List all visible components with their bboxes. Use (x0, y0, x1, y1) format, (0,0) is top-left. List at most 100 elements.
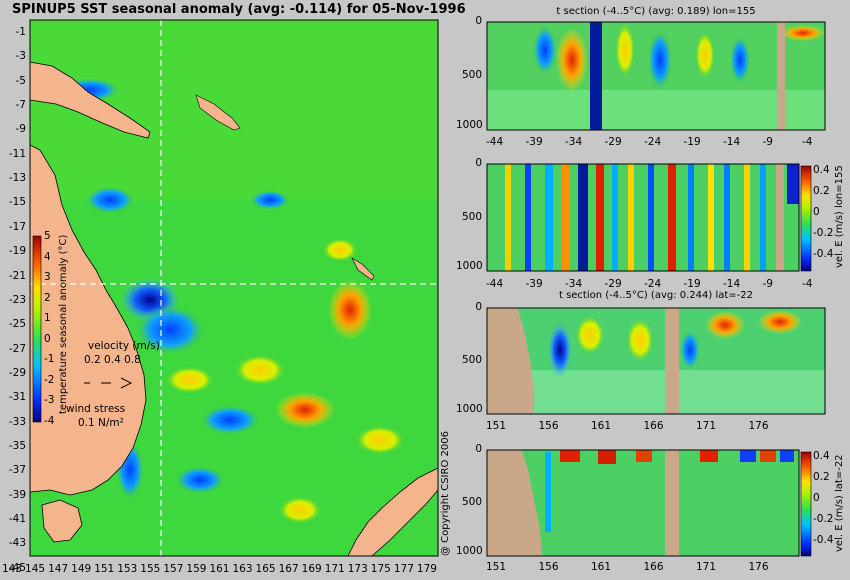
sst-colorbar-label: temperature seasonal anomaly (°C) (58, 234, 69, 414)
section-x-tick: 151 (486, 561, 507, 573)
section-x-tick: -14 (723, 278, 741, 290)
map-y-tick: -1 (15, 26, 26, 38)
wind-legend-value: 0.1 N/m² (78, 417, 124, 429)
sst-map-plot (29, 19, 439, 557)
vel-lon-colorbar-label: vel. E (m/s) lon=155 (834, 165, 845, 268)
sst-colorbar-tick: -1 (44, 353, 55, 365)
map-x-tick: 147 (48, 563, 69, 575)
figure-title: SPINUP5 SST seasonal anomaly (avg: -0.11… (12, 2, 466, 17)
section-colorbar-tick: 0.2 (813, 185, 830, 197)
map-x-tick: 169 (301, 563, 322, 575)
t-section-lon-plot (486, 21, 826, 131)
vel-lat-colorbar-label: vel. E (m/s) lat=-22 (834, 454, 845, 552)
section-colorbar-tick: -0.4 (813, 248, 834, 260)
map-x-tick: 171 (324, 563, 345, 575)
section-colorbar-tick: -0.2 (813, 513, 834, 525)
section-colorbar-tick: 0 (813, 206, 820, 218)
map-y-tick: -31 (8, 391, 26, 404)
vel-section-lon-plot (486, 163, 800, 272)
new-guinea-land (29, 61, 151, 139)
tasmania-land (41, 499, 83, 543)
map-y-tick: -37 (8, 464, 26, 477)
vel-lat-colorbar (800, 451, 812, 557)
section-x-tick: -39 (525, 136, 543, 148)
section-x-tick: -34 (565, 136, 583, 148)
section-x-tick: 161 (591, 561, 612, 573)
map-y-tick: -17 (8, 220, 26, 233)
map-x-tick: 161 (209, 563, 230, 575)
section-x-tick: -9 (762, 136, 773, 148)
section-y-tick: 1000 (456, 259, 483, 272)
t-section-lat-title: t section (-4..5°C) (avg: 0.244) lat=-22 (558, 290, 754, 301)
section-x-tick: -24 (644, 278, 662, 290)
copyright-text: @ Copyright CSIRO 2006 (440, 431, 451, 556)
section-y-tick: 500 (461, 210, 482, 223)
map-y-tick: -3 (15, 50, 26, 63)
sst-colorbar-tick: 3 (44, 271, 51, 283)
sst-colorbar-tick: -2 (44, 373, 55, 386)
map-y-tick: -41 (8, 513, 26, 525)
map-x-tick: 157 (163, 563, 184, 575)
map-y-tick: -33 (8, 415, 26, 428)
map-x-tick: 165 (255, 563, 276, 575)
map-y-tick: -13 (8, 172, 26, 185)
section-y-tick: 0 (475, 443, 482, 455)
section-x-tick: 151 (486, 420, 507, 432)
map-y-tick: -15 (8, 196, 26, 209)
map-y-tick: -39 (8, 488, 26, 501)
map-y-tick: -23 (8, 293, 26, 306)
map-x-tick: 153 (117, 563, 138, 575)
sst-colorbar-tick: 5 (44, 230, 51, 242)
sst-colorbar-tick: 4 (44, 250, 51, 263)
map-y-tick: -35 (8, 439, 26, 452)
velocity-legend-arrows (84, 377, 133, 389)
section-x-tick: -4 (802, 278, 813, 290)
solomon-islands-land (195, 94, 241, 131)
map-x-tick: 151 (94, 563, 115, 575)
section-x-tick: -34 (565, 278, 583, 290)
map-y-tick: -19 (8, 245, 26, 258)
section-x-tick: 161 (591, 420, 612, 432)
sst-colorbar-tick: -4 (44, 414, 55, 427)
map-y-tick: -7 (15, 99, 26, 112)
section-x-tick: 166 (643, 561, 664, 573)
section-x-tick: -24 (644, 136, 662, 148)
section-x-tick: 166 (643, 420, 664, 432)
map-y-tick: -43 (8, 537, 26, 550)
t-section-lat-plot (486, 307, 826, 415)
map-x-tick: 155 (140, 563, 161, 575)
sst-colorbar-tick: 2 (44, 291, 51, 304)
sst-colorbar (32, 235, 42, 423)
map-x-tick: 159 (186, 563, 207, 575)
section-y-tick: 0 (475, 15, 482, 27)
section-y-tick: 0 (475, 301, 482, 313)
section-x-tick: -39 (525, 278, 543, 290)
section-y-tick: 500 (461, 354, 482, 366)
map-y-tick: -9 (15, 123, 26, 136)
velocity-legend-label: velocity (m/s) (88, 340, 160, 352)
vel-section-lat-plot (486, 449, 800, 557)
section-x-tick: -9 (762, 278, 773, 290)
section-colorbar-tick: 0 (813, 492, 820, 504)
section-x-tick: -19 (683, 136, 701, 148)
map-x-tick: 163 (232, 563, 253, 575)
section-x-tick: -44 (486, 278, 504, 290)
map-x-tick: 173 (347, 563, 368, 575)
section-colorbar-tick: -0.4 (813, 534, 834, 546)
wind-legend-label: wind stress (66, 403, 126, 415)
section-colorbar-tick: 0.4 (813, 450, 830, 462)
section-x-tick: -4 (802, 136, 813, 148)
section-x-tick: -29 (604, 278, 622, 290)
section-x-tick: 156 (538, 561, 559, 573)
section-y-tick: 500 (461, 69, 482, 81)
section-x-tick: -44 (486, 136, 504, 148)
section-colorbar-tick: -0.2 (813, 227, 834, 239)
section-x-tick: -19 (683, 278, 701, 290)
sst-colorbar-tick: 0 (44, 332, 51, 345)
section-x-tick: -29 (604, 136, 622, 148)
map-x-tick: 175 (370, 563, 391, 575)
t-section-lon-title: t section (-4..5°C) (avg: 0.189) lon=155 (556, 6, 756, 17)
map-x-tick: 149 (71, 563, 92, 575)
map-y-tick: -27 (8, 342, 26, 355)
